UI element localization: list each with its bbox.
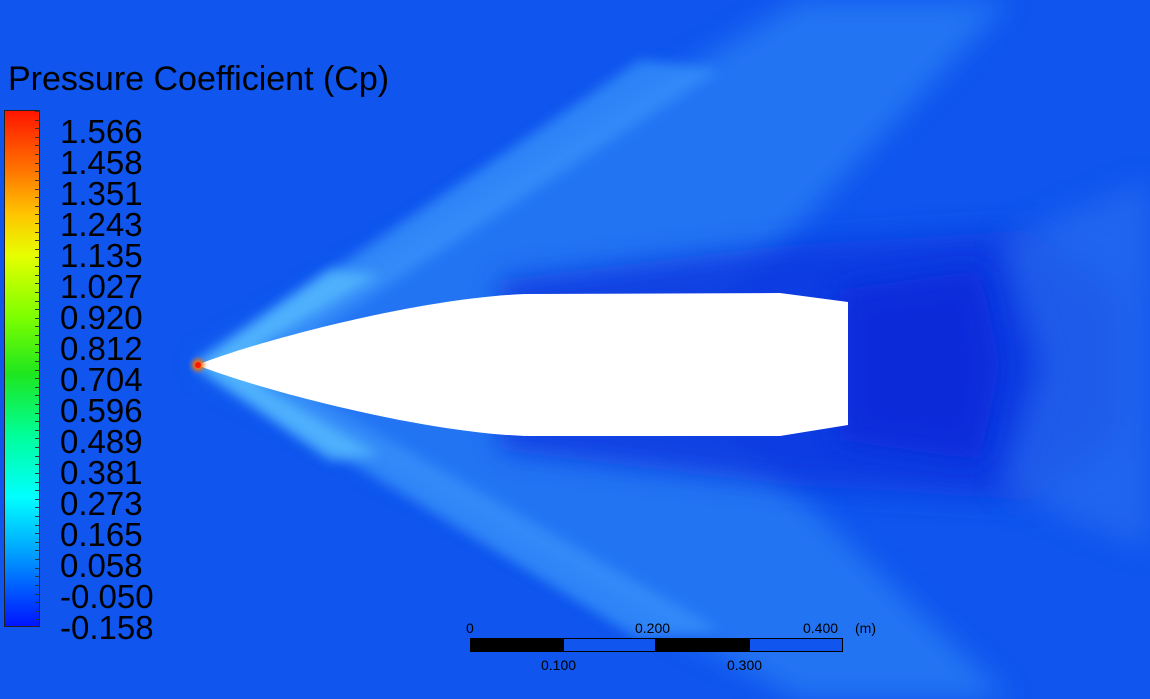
scale-seg-3 bbox=[656, 638, 749, 652]
colorbar-tick bbox=[35, 205, 40, 207]
colorbar-tick bbox=[35, 343, 40, 345]
scale-label-0-100: 0.100 bbox=[541, 657, 577, 673]
colorbar-tick bbox=[35, 550, 40, 552]
scale-label-0-300: 0.300 bbox=[727, 657, 763, 673]
colorbar-tick bbox=[35, 602, 40, 604]
colorbar-tick bbox=[35, 533, 40, 535]
colorbar-tick bbox=[35, 567, 40, 569]
legend-value: 0.381 bbox=[60, 454, 143, 491]
colorbar-tick bbox=[35, 119, 40, 121]
legend-value: 0.596 bbox=[60, 392, 143, 429]
colorbar-tick bbox=[35, 593, 40, 595]
legend-value: 0.489 bbox=[60, 423, 143, 460]
colorbar-tick bbox=[35, 447, 40, 449]
colorbar-tick bbox=[35, 481, 40, 483]
scale-label-0-200: 0.200 bbox=[635, 620, 671, 636]
colorbar-tick bbox=[35, 438, 40, 440]
recompression-region bbox=[1000, 180, 1150, 550]
colorbar-tick bbox=[35, 429, 40, 431]
colorbar-tick bbox=[35, 369, 40, 371]
colorbar-tick bbox=[35, 490, 40, 492]
legend-value: 1.027 bbox=[60, 268, 143, 305]
colorbar-tick bbox=[35, 464, 40, 466]
legend-value: 0.704 bbox=[60, 361, 143, 398]
colorbar-tick bbox=[35, 498, 40, 500]
colorbar-tick bbox=[35, 619, 40, 621]
legend-value: -0.050 bbox=[60, 578, 154, 615]
colorbar-tick bbox=[35, 412, 40, 414]
colorbar-tick bbox=[35, 421, 40, 423]
legend-value: 1.135 bbox=[60, 237, 143, 274]
legend-value: 1.351 bbox=[60, 175, 143, 212]
scale-bar bbox=[470, 638, 843, 652]
legend-value: 1.458 bbox=[60, 144, 143, 181]
colorbar-tick bbox=[35, 403, 40, 405]
colorbar-tick bbox=[35, 179, 40, 181]
colorbar-tick bbox=[35, 257, 40, 259]
colorbar-tick bbox=[35, 240, 40, 242]
scale-label-0: 0 bbox=[466, 620, 474, 636]
legend-title: Pressure Coefficient (Cp) bbox=[8, 60, 390, 98]
scale-seg-2 bbox=[563, 638, 656, 652]
colorbar-tick bbox=[35, 145, 40, 147]
colorbar-tick bbox=[35, 300, 40, 302]
legend-value: 0.920 bbox=[60, 299, 143, 336]
colorbar-tick bbox=[35, 507, 40, 509]
legend-value: 0.812 bbox=[60, 330, 143, 367]
legend-value: 1.566 bbox=[60, 113, 143, 150]
colorbar-tick bbox=[35, 335, 40, 337]
scale-seg-1 bbox=[470, 638, 563, 652]
colorbar-tick bbox=[35, 472, 40, 474]
colorbar-tick bbox=[35, 283, 40, 285]
colorbar-tick bbox=[35, 128, 40, 130]
scale-unit: (m) bbox=[855, 620, 876, 636]
colorbar-tick bbox=[35, 386, 40, 388]
legend-value: 1.243 bbox=[60, 206, 143, 243]
scale-seg-4 bbox=[749, 638, 843, 652]
colorbar-tick bbox=[35, 171, 40, 173]
colorbar-tick bbox=[35, 248, 40, 250]
colorbar-tick bbox=[35, 111, 40, 112]
colorbar-tick bbox=[35, 274, 40, 276]
colorbar-tick bbox=[35, 136, 40, 138]
colorbar-tick bbox=[35, 576, 40, 578]
colorbar-tick bbox=[35, 162, 40, 164]
stagnation-core bbox=[195, 362, 201, 368]
legend-value: 0.165 bbox=[60, 516, 143, 553]
colorbar-tick bbox=[35, 266, 40, 268]
colorbar-tick bbox=[35, 197, 40, 199]
colorbar-tick bbox=[35, 524, 40, 526]
colorbar-tick bbox=[35, 515, 40, 517]
colorbar-tick bbox=[35, 541, 40, 543]
colorbar-tick bbox=[35, 317, 40, 319]
colorbar-tick bbox=[35, 231, 40, 233]
scale-label-0-400: 0.400 bbox=[803, 620, 839, 636]
colorbar bbox=[4, 110, 40, 627]
colorbar-tick bbox=[35, 223, 40, 225]
legend-value: 0.058 bbox=[60, 547, 143, 584]
projectile-body bbox=[197, 293, 848, 436]
legend-value: -0.158 bbox=[60, 609, 154, 646]
colorbar-tick bbox=[35, 559, 40, 561]
colorbar-tick bbox=[35, 154, 40, 156]
colorbar-tick bbox=[35, 326, 40, 328]
colorbar-tick bbox=[35, 214, 40, 216]
wake-region bbox=[840, 270, 1000, 460]
colorbar-tick bbox=[35, 395, 40, 397]
colorbar-tick bbox=[35, 584, 40, 586]
colorbar-tick bbox=[35, 291, 40, 293]
colorbar-tick bbox=[35, 352, 40, 354]
colorbar-tick bbox=[35, 309, 40, 311]
colorbar-tick bbox=[35, 188, 40, 190]
colorbar-tick bbox=[35, 455, 40, 457]
colorbar-tick bbox=[35, 378, 40, 380]
legend-value: 0.273 bbox=[60, 485, 143, 522]
colorbar-tick bbox=[35, 360, 40, 362]
colorbar-tick bbox=[35, 610, 40, 612]
